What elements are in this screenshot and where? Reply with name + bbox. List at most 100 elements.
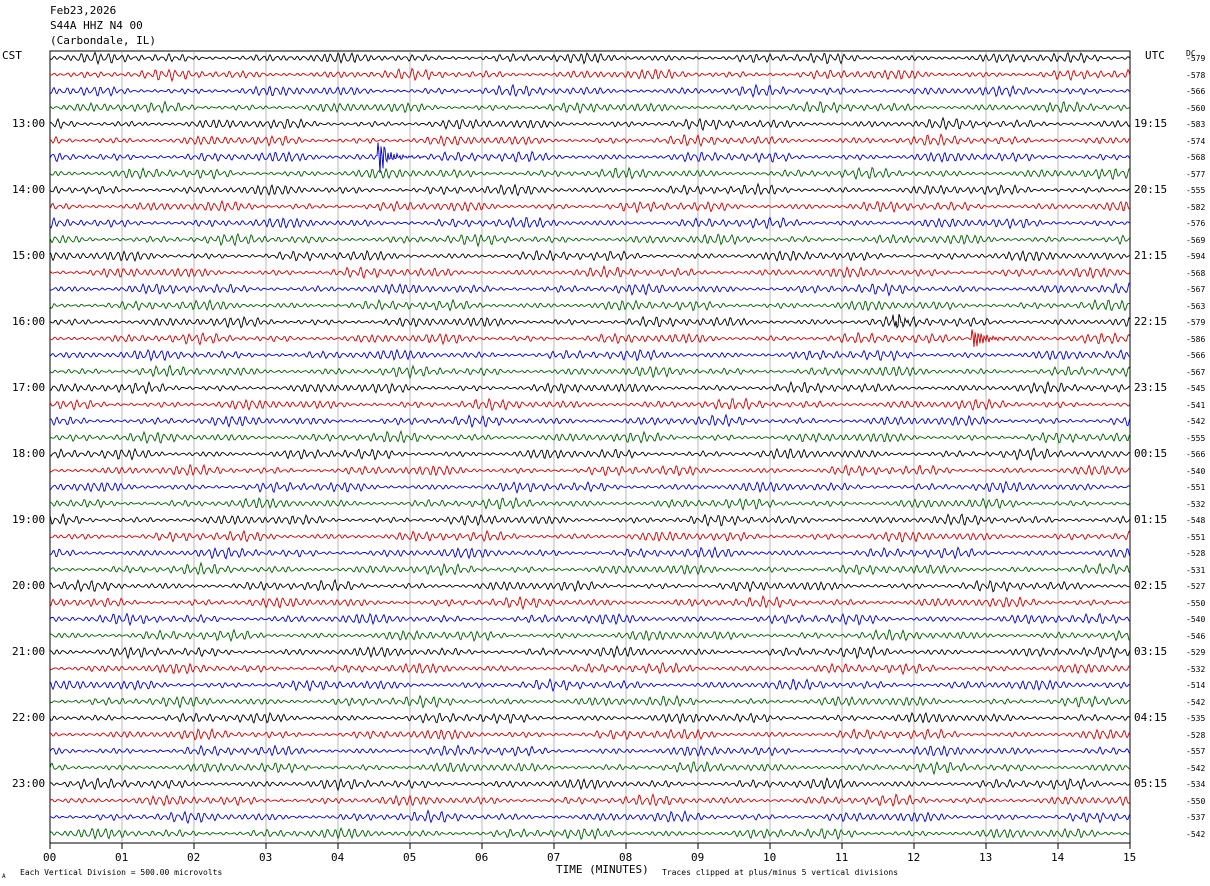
dc-offset-value: -594 [1186, 252, 1206, 261]
header-date: Feb23,2026 [50, 4, 117, 17]
left-hour-label: 17:00 [12, 381, 46, 394]
trace-line-41 [49, 727, 1131, 741]
header-location: (Carbondale, IL) [50, 34, 156, 47]
dc-offset-value: -532 [1186, 499, 1206, 509]
trace-line-12 [49, 249, 1131, 262]
x-tick-label-04: 04 [331, 851, 345, 864]
left-hour-label: 14:00 [12, 183, 46, 196]
trace-line-36 [49, 645, 1131, 660]
right-hour-label: 21:15 [1134, 249, 1168, 262]
right-hour-label: 23:15 [1134, 381, 1168, 394]
dc-offset-value: -557 [1186, 747, 1206, 756]
x-axis-title: TIME (MINUTES) [556, 863, 649, 876]
dc-offset-value: -560 [1186, 103, 1206, 113]
left-hour-label: 18:00 [12, 447, 46, 460]
x-tick-label-03: 03 [259, 851, 273, 864]
trace-line-23 [49, 429, 1131, 445]
trace-line-21 [49, 397, 1131, 412]
dc-offset-value: -568 [1186, 268, 1206, 278]
dc-offset-value: -537 [1186, 813, 1206, 822]
clip-note: Traces clipped at plus/minus 5 vertical … [662, 868, 899, 877]
trace-line-39 [49, 694, 1131, 709]
trace-line-18 [49, 348, 1131, 362]
dc-offset-value: -542 [1186, 763, 1206, 773]
dc-offset-value: -535 [1186, 714, 1206, 723]
left-hour-label: 22:00 [12, 711, 46, 724]
scale-note: Each Vertical Division = 500.00 microvol… [20, 868, 223, 877]
trace-line-47 [49, 827, 1131, 841]
left-hour-label: 20:00 [12, 579, 46, 592]
trace-line-17 [49, 329, 1131, 348]
trace-line-37 [49, 662, 1131, 676]
trace-line-20 [49, 380, 1131, 395]
dc-offset-value: -569 [1186, 235, 1206, 245]
x-tick-label-00: 00 [43, 851, 57, 864]
right-hour-label: 19:15 [1134, 117, 1168, 130]
trace-line-38 [49, 677, 1131, 693]
trace-line-46 [49, 809, 1131, 825]
dc-offset-value: -529 [1186, 648, 1206, 657]
seismic-traces [49, 51, 1131, 841]
x-axis-ticks [49, 843, 1131, 849]
x-tick-label-02: 02 [187, 851, 201, 864]
dc-offset-value: -542 [1186, 829, 1206, 839]
trace-line-6 [49, 142, 1131, 174]
corner-mark: A [2, 873, 6, 880]
dc-offset-value: -555 [1186, 186, 1206, 195]
trace-line-45 [49, 793, 1131, 808]
dc-offset-value: -567 [1186, 367, 1206, 377]
trace-line-13 [49, 264, 1131, 280]
right-hour-label: 01:15 [1134, 513, 1168, 526]
trace-line-34 [49, 612, 1131, 627]
x-tick-label-15: 15 [1123, 851, 1137, 864]
dc-offset-value: -568 [1186, 153, 1206, 162]
trace-line-25 [49, 463, 1131, 477]
trace-line-43 [49, 760, 1131, 776]
left-hour-label: 16:00 [12, 315, 46, 328]
dc-column-label: DC [1186, 49, 1196, 58]
dc-offset-value: -566 [1186, 450, 1206, 459]
dc-offset-value: -583 [1186, 120, 1206, 129]
trace-line-0 [49, 51, 1131, 66]
trace-line-7 [49, 166, 1131, 181]
dc-offset-value: -579 [1186, 318, 1206, 327]
trace-line-30 [49, 546, 1131, 560]
dc-offset-value: -545 [1186, 384, 1206, 393]
trace-line-31 [49, 561, 1131, 577]
trace-line-24 [50, 447, 1131, 462]
dc-offset-value: -586 [1186, 334, 1206, 344]
x-tick-label-11: 11 [835, 851, 849, 864]
dc-offset-value: -527 [1186, 582, 1206, 591]
x-tick-label-14: 14 [1051, 851, 1065, 864]
dc-offset-value: -551 [1186, 483, 1206, 492]
trace-line-14 [49, 282, 1131, 297]
trace-line-16 [49, 313, 1131, 329]
x-tick-label-12: 12 [907, 851, 921, 864]
dc-offset-value: -528 [1186, 730, 1206, 740]
dc-offset-value: -540 [1186, 615, 1206, 624]
minute-gridlines [121, 51, 1059, 843]
dc-offset-value: -514 [1186, 681, 1206, 690]
dc-offset-value: -542 [1186, 417, 1206, 426]
dc-offset-value: -531 [1186, 565, 1206, 575]
x-tick-label-08: 08 [619, 851, 633, 864]
x-tick-label-06: 06 [475, 851, 489, 864]
dc-offset-value: -566 [1186, 351, 1206, 360]
trace-line-1 [50, 67, 1131, 83]
right-hour-label: 02:15 [1134, 579, 1168, 592]
trace-line-19 [49, 364, 1131, 380]
right-hour-label: 05:15 [1134, 777, 1168, 790]
dc-offset-value: -567 [1186, 285, 1206, 294]
x-tick-label-07: 07 [547, 851, 561, 864]
dc-offset-value: -534 [1186, 780, 1206, 789]
trace-line-27 [49, 496, 1131, 511]
plot-frame [49, 50, 1131, 844]
x-tick-label-13: 13 [979, 851, 993, 864]
dc-offset-value: -540 [1186, 466, 1206, 476]
dc-offset-value: -577 [1186, 169, 1206, 179]
trace-line-3 [49, 100, 1131, 115]
trace-line-22 [49, 413, 1131, 429]
left-hour-label: 21:00 [12, 645, 46, 658]
left-hour-label: 15:00 [12, 249, 46, 262]
